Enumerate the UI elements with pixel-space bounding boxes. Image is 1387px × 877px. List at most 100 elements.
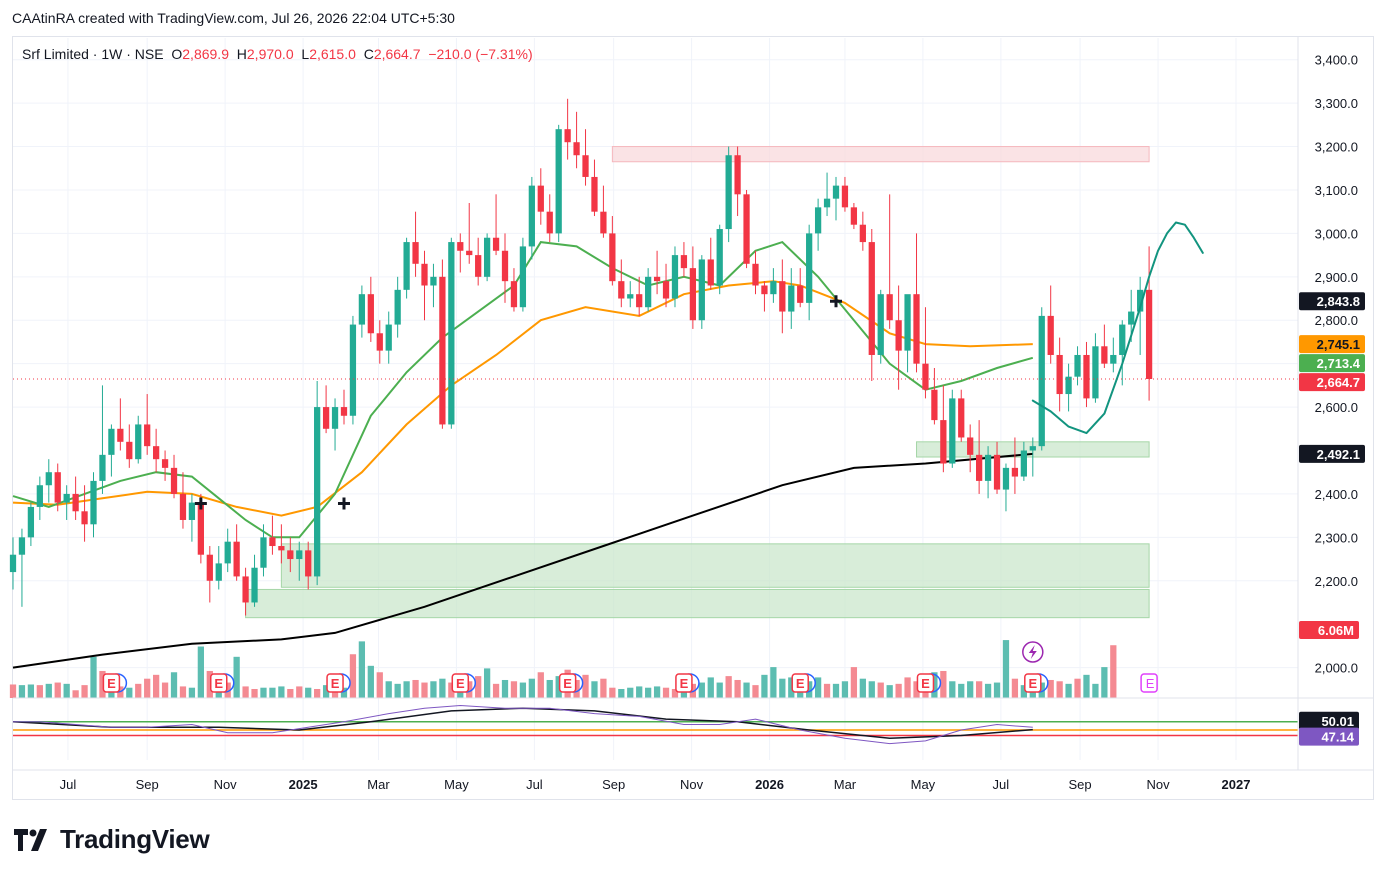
volume-bar [1020, 685, 1027, 698]
candle-body [1038, 315, 1045, 447]
volume-bar [501, 679, 509, 698]
earnings-badge: E [102, 673, 128, 693]
candle-body [797, 285, 804, 303]
volume-bar [27, 684, 35, 698]
candle-body [1011, 467, 1019, 477]
rsi-line [13, 704, 1033, 745]
candle-body [421, 263, 428, 286]
volume-bar [475, 676, 482, 698]
volume-bar [519, 682, 527, 698]
candle-body [1110, 354, 1117, 364]
candle-body [457, 242, 464, 251]
legend-high-label: H [236, 46, 247, 62]
volume-bar [215, 687, 222, 698]
volume-bar [940, 670, 947, 698]
volume-bar [823, 683, 831, 698]
volume-bar [528, 678, 535, 698]
volume-bar [716, 682, 723, 698]
candle-body [81, 511, 88, 525]
volume-bar [859, 678, 866, 698]
legend-close: 2,664.7 [373, 46, 421, 62]
candle-body [1101, 346, 1108, 364]
lightning-bolt [1028, 645, 1037, 659]
candle-body [904, 294, 911, 351]
red-zone [611, 146, 1150, 163]
price-tick-label: 3,100.0 [1315, 183, 1358, 198]
price-badge-label: 2,745.1 [1317, 337, 1360, 352]
candle-body [993, 454, 1001, 490]
candle-body [1002, 467, 1010, 490]
candle-body [949, 398, 956, 464]
volume-bar [814, 677, 822, 698]
candle-body [1074, 354, 1081, 377]
volume-bar [761, 674, 768, 698]
candle-body [144, 424, 151, 447]
candle-body [788, 285, 795, 312]
candle-body [662, 281, 670, 299]
volume-bar [448, 682, 455, 698]
candle-body [716, 229, 723, 286]
time-tick-label: Nov [680, 777, 704, 792]
candle-body [322, 407, 330, 429]
volume-bar [340, 687, 348, 698]
candle-body [412, 242, 419, 264]
candle-body [877, 294, 884, 355]
candle-body [528, 185, 535, 247]
earnings-badge-bg [102, 673, 121, 693]
earnings-badge-bg [326, 673, 344, 693]
price-badge-label: 2,843.8 [1317, 294, 1360, 309]
candle-body [99, 454, 106, 481]
snapshot-caption: CAAtinRA created with TradingView.com, J… [12, 10, 455, 26]
tradingview-logo[interactable]: TradingView [14, 824, 210, 855]
rsi-signal-line [12, 707, 1033, 739]
earnings-e-label: E [331, 676, 340, 691]
candle-body [1056, 354, 1063, 395]
legend-symbol[interactable]: Srf Limited · 1W · NSE [22, 46, 164, 62]
candle-body [466, 250, 473, 256]
legend-low-label: L [301, 46, 310, 62]
candle-body [27, 506, 35, 538]
volume-bar [993, 682, 1001, 698]
volume-bar [269, 687, 276, 698]
time-tick-label: Sep [136, 777, 159, 792]
volume-bar [385, 681, 392, 698]
candle-body [278, 546, 285, 551]
candle-body [90, 480, 97, 525]
volume-bar [349, 654, 357, 698]
price-badge [1299, 292, 1365, 311]
volume-bar [573, 679, 580, 698]
volume-bar [492, 683, 500, 698]
candle-body [331, 407, 339, 429]
rsi-layer [12, 704, 1298, 745]
volume-bar [653, 686, 661, 698]
ma-mid-line [12, 280, 1033, 517]
earnings-badge: E [916, 673, 942, 693]
chart-panel[interactable] [12, 36, 1374, 800]
candle-body [117, 428, 124, 442]
volume-bar [394, 683, 401, 698]
volume-bar [627, 687, 634, 698]
volume-bar [466, 681, 473, 698]
volume-bar [367, 665, 374, 698]
earnings-badge-bg [451, 673, 470, 693]
candle-body [931, 389, 938, 421]
volume-bar [958, 683, 965, 698]
candle-body [483, 237, 491, 277]
time-tick-label: 2025 [289, 777, 318, 792]
candle-body [358, 294, 366, 325]
candle-body [922, 363, 929, 390]
volume-bar [63, 683, 70, 698]
candle-body [448, 242, 455, 425]
volume-badge-label: 6.06M [1318, 623, 1354, 638]
volume-bar [224, 682, 231, 698]
time-tick-label: Jul [993, 777, 1010, 792]
volume-bar [188, 687, 196, 698]
candle-body [1128, 311, 1135, 325]
candle-body [645, 276, 652, 308]
candle-body [108, 428, 115, 455]
candle-body [519, 246, 527, 308]
candle-body [725, 155, 732, 230]
earnings-e-label: E [680, 676, 689, 691]
volume-bar [537, 672, 544, 698]
